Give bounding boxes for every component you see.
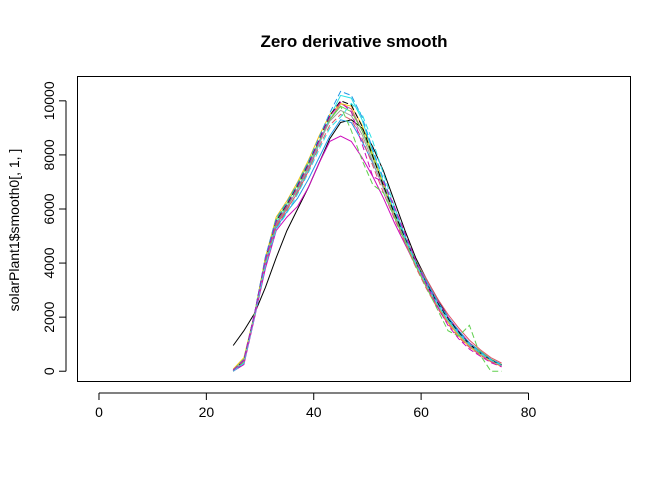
x-tick-label: 0 xyxy=(95,404,103,420)
series-line xyxy=(232,101,502,371)
plot-area-border xyxy=(77,76,631,382)
y-tick-label: 0 xyxy=(41,367,57,375)
y-axis: 0 2000 4000 6000 8000 10000 xyxy=(41,81,67,375)
series-line xyxy=(232,105,502,372)
series-line xyxy=(232,100,502,372)
series-line xyxy=(232,102,502,372)
x-tick-label: 40 xyxy=(306,404,322,420)
y-tick-label: 2000 xyxy=(41,301,57,332)
x-tick-label: 60 xyxy=(413,404,429,420)
y-tick-label: 4000 xyxy=(41,247,57,278)
y-tick-label: 6000 xyxy=(41,193,57,224)
y-tick-label: 8000 xyxy=(41,139,57,170)
series-group xyxy=(232,90,502,372)
series-line xyxy=(232,119,502,366)
series-line xyxy=(232,90,502,371)
series-line xyxy=(232,109,502,372)
x-tick-label: 20 xyxy=(199,404,215,420)
x-tick-label: 80 xyxy=(521,404,537,420)
y-axis-label: solarPlant1$smooth0[, 1, ] xyxy=(6,149,22,312)
series-line xyxy=(232,119,502,372)
x-axis: 0 20 40 60 80 xyxy=(95,392,537,420)
y-tick-label: 10000 xyxy=(41,81,57,120)
chart-title: Zero derivative smooth xyxy=(260,32,447,51)
